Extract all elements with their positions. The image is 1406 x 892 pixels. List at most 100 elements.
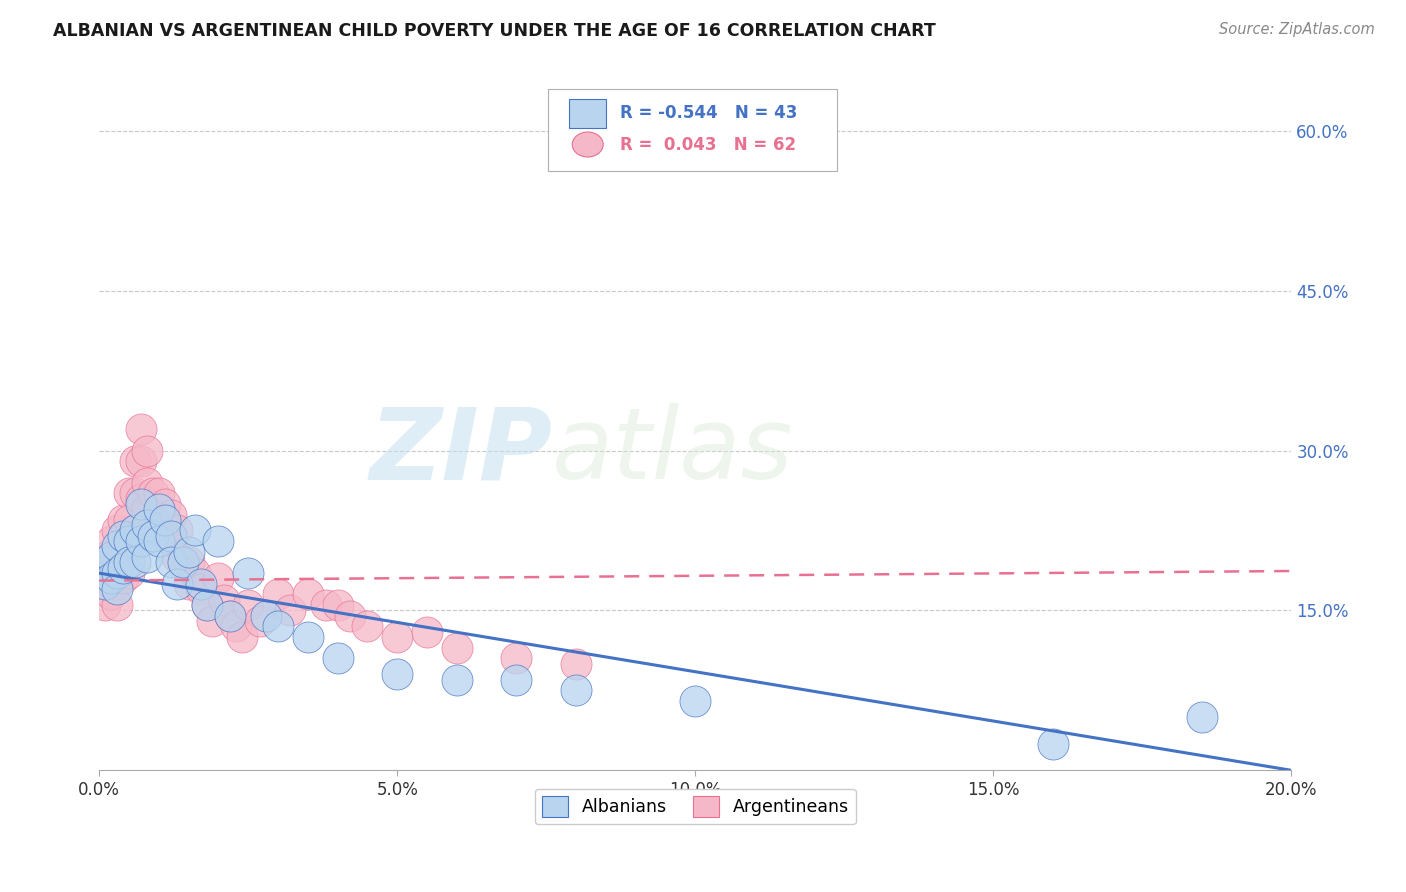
Point bbox=[100, 550, 122, 565]
Point bbox=[135, 518, 157, 533]
Point bbox=[142, 486, 165, 500]
Point bbox=[238, 598, 260, 612]
Text: R =  0.043   N = 62: R = 0.043 N = 62 bbox=[620, 136, 796, 153]
Legend: Albanians, Argentineans: Albanians, Argentineans bbox=[534, 789, 856, 824]
Point bbox=[142, 529, 165, 543]
Point bbox=[118, 566, 141, 581]
Point bbox=[105, 540, 128, 554]
Point bbox=[118, 534, 141, 549]
Point bbox=[105, 550, 128, 565]
Point bbox=[254, 608, 277, 623]
Point bbox=[249, 614, 271, 628]
Point bbox=[100, 572, 122, 586]
Point bbox=[195, 598, 218, 612]
Point bbox=[339, 608, 361, 623]
Point bbox=[124, 486, 146, 500]
Point bbox=[214, 592, 236, 607]
Point bbox=[1042, 737, 1064, 751]
Point bbox=[118, 540, 141, 554]
Point bbox=[112, 561, 135, 575]
Point bbox=[505, 673, 527, 687]
Point bbox=[94, 550, 117, 565]
Point bbox=[356, 619, 378, 633]
Point bbox=[148, 518, 170, 533]
Text: ZIP: ZIP bbox=[370, 403, 553, 500]
Point bbox=[129, 454, 152, 468]
Point bbox=[190, 576, 212, 591]
Point bbox=[238, 566, 260, 581]
Point bbox=[446, 673, 468, 687]
Point bbox=[172, 556, 194, 570]
Point bbox=[105, 576, 128, 591]
Point bbox=[177, 556, 200, 570]
Point bbox=[387, 667, 409, 681]
Point bbox=[166, 576, 188, 591]
Point bbox=[565, 683, 588, 698]
Point bbox=[177, 545, 200, 559]
Point bbox=[112, 545, 135, 559]
Point bbox=[207, 572, 229, 586]
Text: R = -0.544   N = 43: R = -0.544 N = 43 bbox=[620, 104, 797, 122]
Point bbox=[129, 422, 152, 436]
Point bbox=[100, 534, 122, 549]
Point bbox=[153, 513, 176, 527]
Point bbox=[201, 614, 224, 628]
Point bbox=[129, 491, 152, 506]
Point bbox=[142, 524, 165, 538]
Point bbox=[326, 651, 349, 665]
Point bbox=[118, 486, 141, 500]
Point bbox=[505, 651, 527, 665]
Point bbox=[124, 524, 146, 538]
Point bbox=[166, 524, 188, 538]
Point bbox=[446, 640, 468, 655]
Point bbox=[159, 556, 181, 570]
Point bbox=[565, 657, 588, 671]
Point bbox=[159, 529, 181, 543]
Point bbox=[105, 582, 128, 596]
Point bbox=[326, 598, 349, 612]
Point bbox=[190, 582, 212, 596]
Point bbox=[225, 619, 247, 633]
Point bbox=[166, 550, 188, 565]
Point bbox=[148, 486, 170, 500]
Point bbox=[177, 576, 200, 591]
Point bbox=[135, 550, 157, 565]
Point bbox=[105, 524, 128, 538]
Point bbox=[135, 443, 157, 458]
Point bbox=[278, 603, 301, 617]
Point bbox=[100, 561, 122, 575]
Point bbox=[153, 529, 176, 543]
Point bbox=[315, 598, 337, 612]
Point bbox=[148, 502, 170, 516]
Point bbox=[207, 534, 229, 549]
Point bbox=[297, 630, 319, 644]
Point bbox=[685, 694, 707, 708]
Point bbox=[267, 587, 290, 601]
Point bbox=[159, 508, 181, 522]
Point bbox=[124, 454, 146, 468]
Point bbox=[112, 529, 135, 543]
Point bbox=[219, 608, 242, 623]
Text: atlas: atlas bbox=[553, 403, 794, 500]
Point bbox=[94, 598, 117, 612]
Point bbox=[94, 576, 117, 591]
Point bbox=[387, 630, 409, 644]
Point bbox=[297, 587, 319, 601]
Point bbox=[219, 608, 242, 623]
Point bbox=[129, 497, 152, 511]
Point bbox=[105, 566, 128, 581]
Point bbox=[105, 598, 128, 612]
Point bbox=[267, 619, 290, 633]
Text: ALBANIAN VS ARGENTINEAN CHILD POVERTY UNDER THE AGE OF 16 CORRELATION CHART: ALBANIAN VS ARGENTINEAN CHILD POVERTY UN… bbox=[53, 22, 936, 40]
Point bbox=[416, 624, 439, 639]
Point bbox=[159, 534, 181, 549]
Point bbox=[172, 556, 194, 570]
Point bbox=[183, 524, 205, 538]
Point bbox=[153, 497, 176, 511]
Point bbox=[135, 475, 157, 490]
Text: Source: ZipAtlas.com: Source: ZipAtlas.com bbox=[1219, 22, 1375, 37]
Point bbox=[100, 587, 122, 601]
Point bbox=[94, 556, 117, 570]
Point bbox=[112, 572, 135, 586]
Point bbox=[195, 598, 218, 612]
